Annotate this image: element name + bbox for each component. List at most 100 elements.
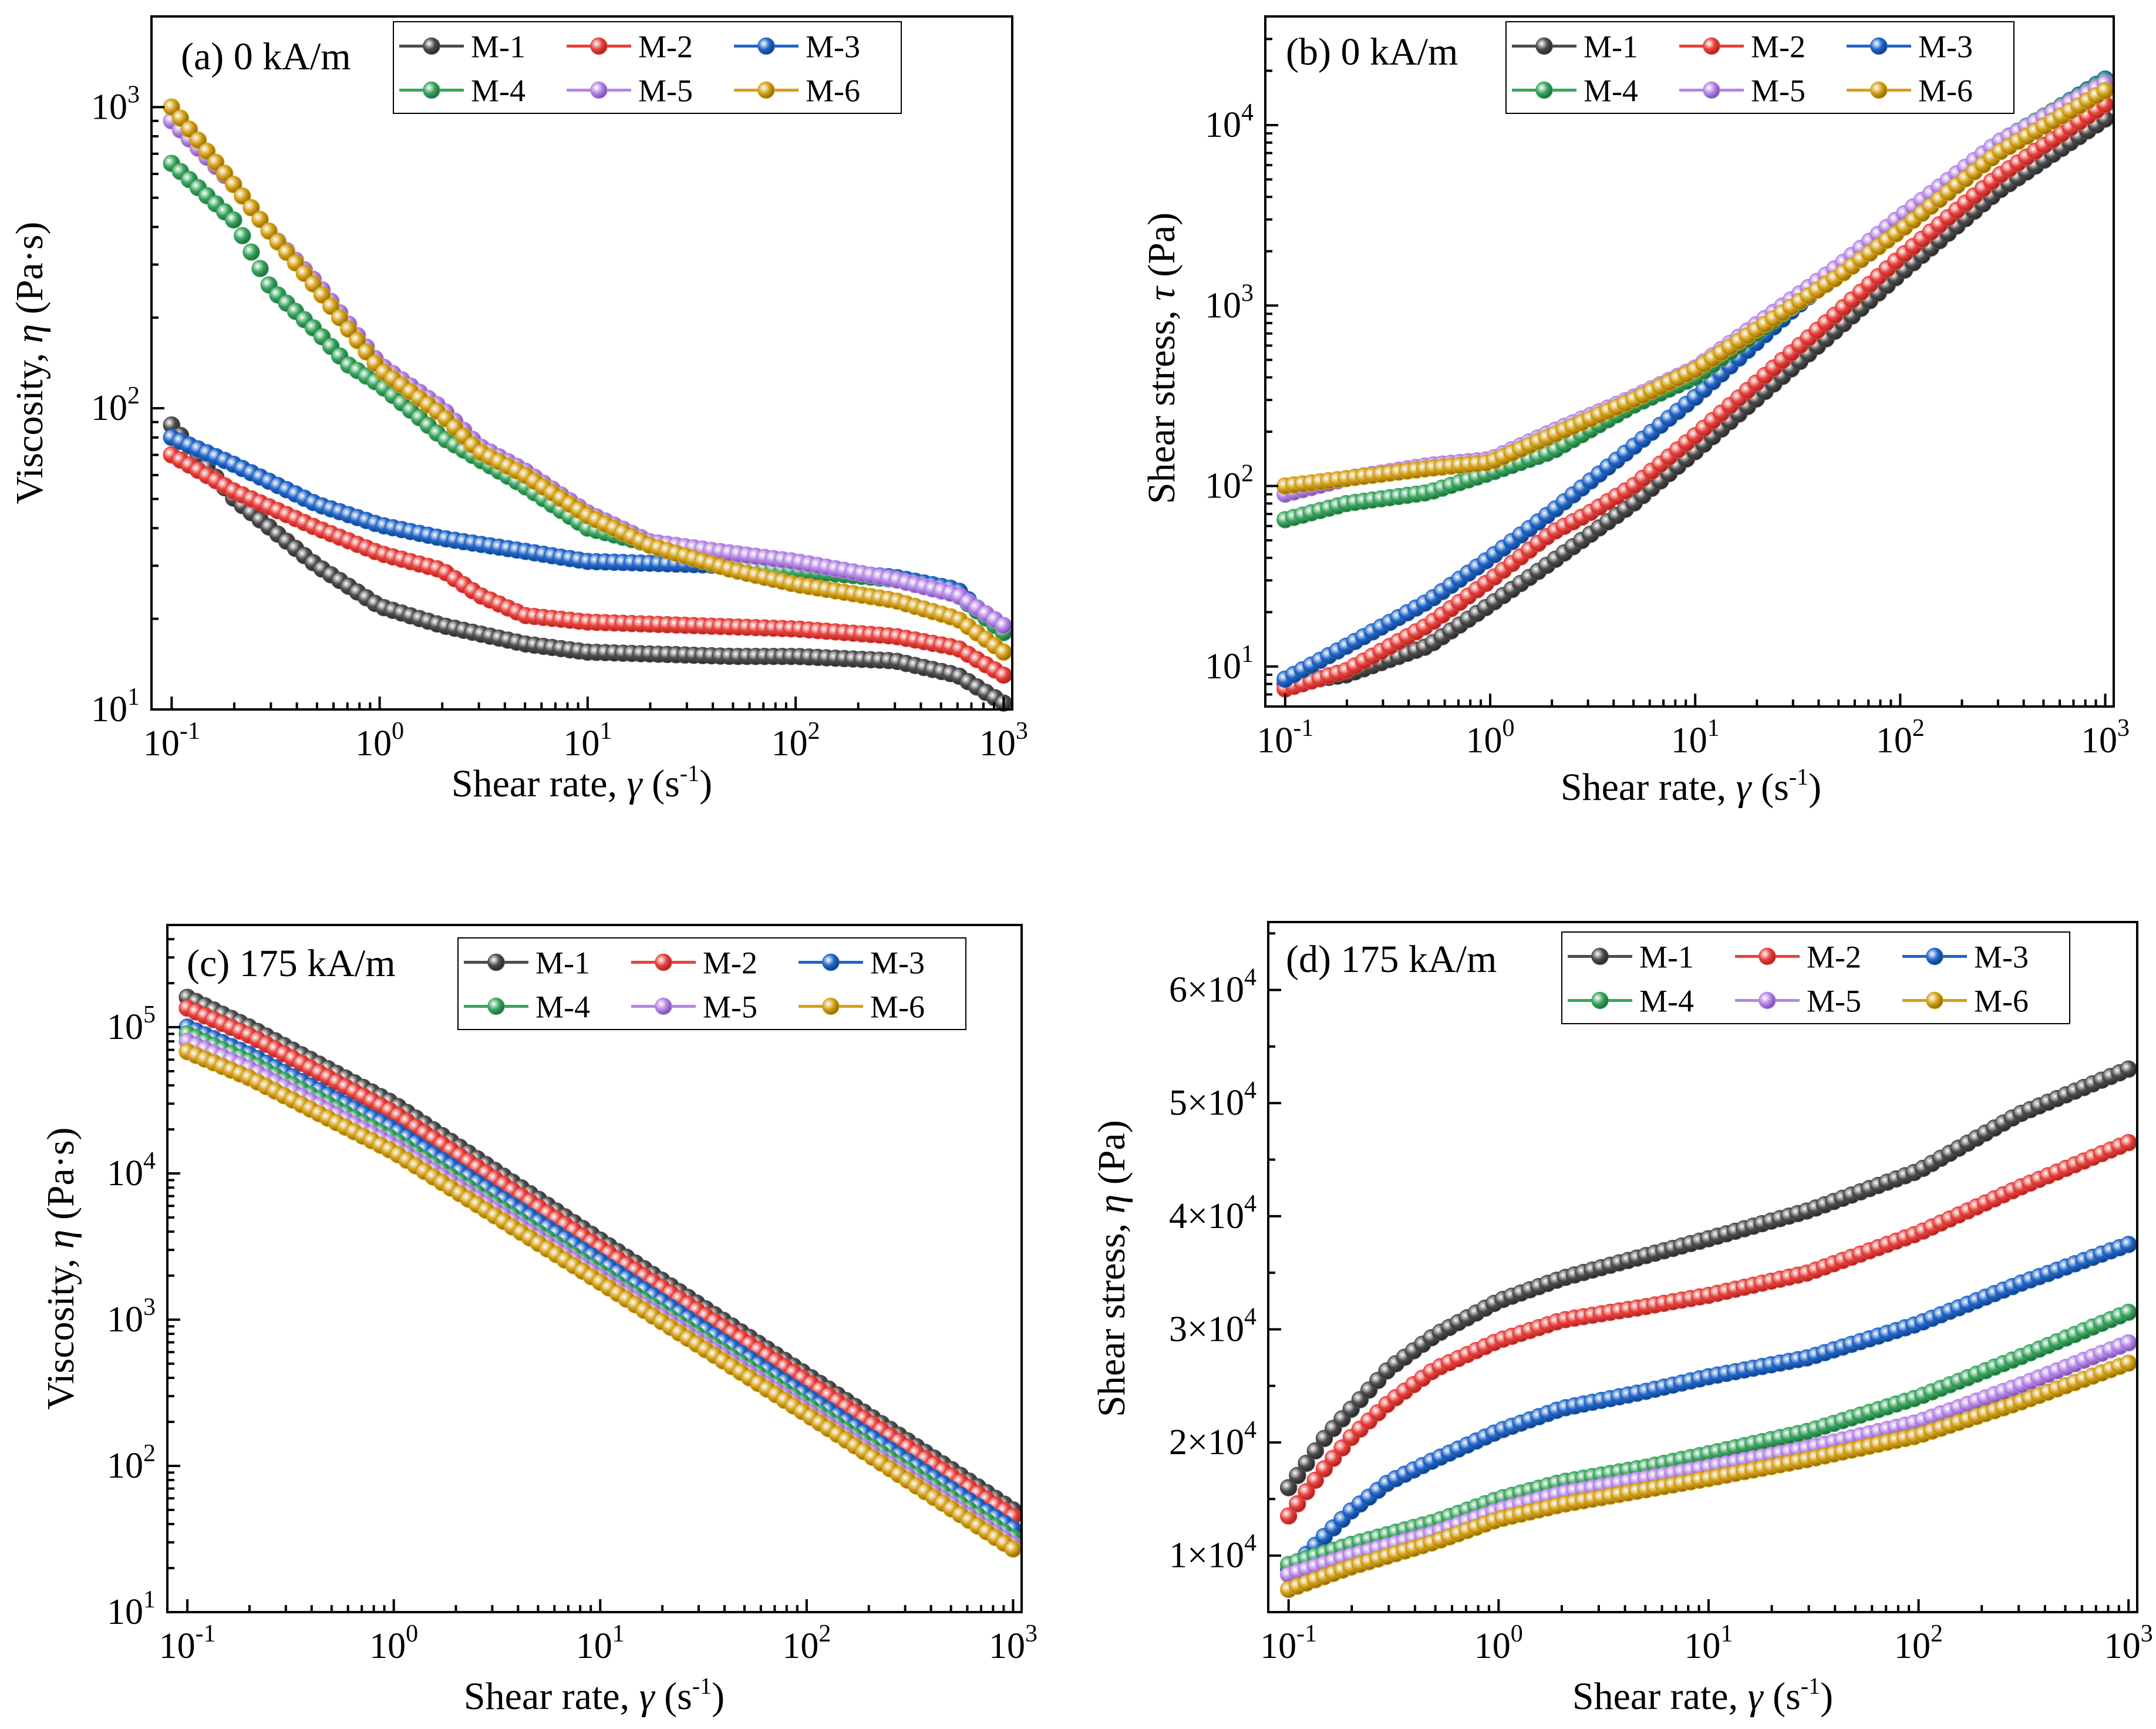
data-point-m-6 xyxy=(349,332,366,349)
data-point-m-2 xyxy=(1298,1483,1315,1501)
legend-label: M-2 xyxy=(1751,29,1805,65)
legend-swatch-marker xyxy=(1870,37,1888,55)
legend-box xyxy=(1505,21,2014,114)
panel-a-y-axis-title: Viscosity, η (Pa·s) xyxy=(8,222,51,504)
panel-c-x-axis-title: Shear rate, γ (s-1) xyxy=(464,1673,725,1718)
panel-c-legend: M-1 M-2 M-3 M-4 M-5 M-6 xyxy=(457,937,966,1030)
x-tick-label: 101 xyxy=(576,1620,625,1666)
legend-swatch-marker xyxy=(590,81,608,99)
legend-label: M-5 xyxy=(1807,984,1861,1019)
legend-item-m-3: M-3 xyxy=(1847,29,1973,65)
panel-c-frame xyxy=(166,924,1023,1613)
legend-item-m-2: M-2 xyxy=(567,29,693,65)
legend-swatch-marker xyxy=(1591,947,1609,966)
x-tick-label: 10-1 xyxy=(143,718,200,763)
legend-swatch-marker xyxy=(1759,947,1776,966)
y-tick-label: 104 xyxy=(1205,99,1254,145)
legend-label: M-3 xyxy=(806,29,860,65)
data-point-m-2 xyxy=(995,666,1013,684)
legend-swatch-marker xyxy=(487,997,505,1015)
y-tick-label: 2×104 xyxy=(1169,1417,1256,1462)
panel-b-x-axis-title: Shear rate, γ (s-1) xyxy=(1561,763,1821,809)
panel-a-title: (a) 0 kA/m xyxy=(181,35,351,78)
data-point-m-5 xyxy=(995,617,1013,634)
data-point-m-4 xyxy=(225,211,242,229)
data-point-m-2 xyxy=(1289,1495,1306,1513)
series-m-2 xyxy=(1279,1133,2137,1525)
legend-label: M-6 xyxy=(1918,73,1973,109)
legend-item-m-4: M-4 xyxy=(1512,73,1638,109)
x-tick-label: 103 xyxy=(979,718,1028,763)
x-tick-label: 10-1 xyxy=(1260,1620,1317,1666)
data-point-m-6 xyxy=(1004,1540,1022,1558)
legend-item-m-3: M-3 xyxy=(1902,940,2029,975)
legend-swatch-marker xyxy=(1591,991,1609,1010)
x-tick-label: 102 xyxy=(782,1620,831,1666)
legend-swatch-marker xyxy=(1703,81,1720,99)
data-point-m-6 xyxy=(340,320,358,338)
legend-box xyxy=(1561,931,2070,1024)
data-point-m-3 xyxy=(2120,1236,2137,1253)
legend-label: M-4 xyxy=(1639,984,1694,1019)
x-tick-label: 100 xyxy=(355,718,404,763)
legend-item-m-4: M-4 xyxy=(399,73,525,109)
x-tick-label: 103 xyxy=(2081,715,2130,761)
y-tick-label: 5×104 xyxy=(1169,1077,1256,1123)
legend-item-m-5: M-5 xyxy=(567,73,693,109)
data-point-m-1 xyxy=(1298,1454,1315,1472)
legend-item-m-3: M-3 xyxy=(799,946,925,981)
legend-swatch-marker xyxy=(757,37,775,55)
legend-swatch-marker xyxy=(822,997,840,1015)
series-m-3 xyxy=(163,429,1013,641)
data-point-m-6 xyxy=(242,199,260,217)
legend-swatch-marker xyxy=(1535,37,1553,55)
data-point-m-1 xyxy=(2120,1060,2137,1078)
legend-item-m-6: M-6 xyxy=(734,73,860,109)
legend-label: M-4 xyxy=(535,990,590,1025)
y-tick-label: 104 xyxy=(107,1148,156,1193)
legend-label: M-6 xyxy=(1974,984,2029,1019)
legend-label: M-1 xyxy=(1639,940,1694,975)
legend-label: M-5 xyxy=(1751,73,1805,109)
series-m-1 xyxy=(163,416,1013,712)
panel-d-marks xyxy=(1279,1060,2137,1599)
series-m-6 xyxy=(163,98,1013,661)
panel-b-frame xyxy=(1264,15,2115,708)
legend-item-m-4: M-4 xyxy=(464,990,590,1025)
y-tick-label: 102 xyxy=(1205,460,1254,506)
panel-a-frame xyxy=(150,15,1013,711)
legend-item-m-1: M-1 xyxy=(1512,29,1638,65)
legend-label: M-6 xyxy=(806,73,860,109)
data-point-m-4 xyxy=(2120,1303,2137,1321)
legend-item-m-3: M-3 xyxy=(734,29,860,65)
legend-label: M-3 xyxy=(1918,29,1973,65)
legend-label: M-6 xyxy=(870,990,925,1025)
y-tick-label: 105 xyxy=(107,1001,156,1047)
legend-swatch-marker xyxy=(590,37,608,55)
y-tick-label: 103 xyxy=(107,1294,156,1340)
x-tick-label: 10-1 xyxy=(1256,715,1313,761)
panel-a-ticks: 10-1 100 101 102 103 101 102 103 xyxy=(91,15,1028,763)
x-tick-label: 103 xyxy=(989,1620,1037,1666)
legend-swatch-marker xyxy=(423,81,440,99)
panel-d-ticks: 10-1 100 101 102 103 1×104 2×104 3×104 4×104 5×10… xyxy=(1169,932,2153,1666)
legend-label: M-1 xyxy=(535,946,590,981)
data-point-m-1 xyxy=(1279,1479,1298,1496)
panel-d-x-axis-title: Shear rate, γ (s-1) xyxy=(1572,1673,1833,1718)
data-point-m-6 xyxy=(2096,82,2114,100)
panel-a-marks xyxy=(163,98,1013,712)
data-point-m-6 xyxy=(225,176,242,193)
data-point-m-2 xyxy=(2120,1133,2137,1152)
legend-label: M-5 xyxy=(703,990,757,1025)
x-tick-label: 101 xyxy=(1671,715,1720,761)
legend-box xyxy=(457,937,966,1030)
legend-label: M-3 xyxy=(870,946,925,981)
legend-swatch-marker xyxy=(1703,37,1720,55)
data-point-m-5 xyxy=(2120,1334,2137,1352)
y-tick-label: 101 xyxy=(91,684,140,729)
legend-item-m-5: M-5 xyxy=(631,990,757,1025)
panel-c-marks xyxy=(178,988,1022,1558)
panel-b-y-axis-title: Shear stress, τ (Pa) xyxy=(1140,213,1183,504)
x-tick-label: 100 xyxy=(369,1620,418,1666)
